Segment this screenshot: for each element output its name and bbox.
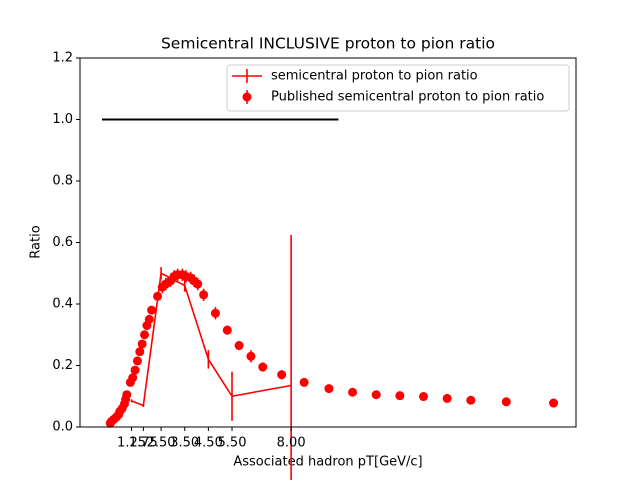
chart-title: Semicentral INCLUSIVE proton to pion rat… bbox=[161, 35, 495, 53]
x-tick-label: 1.25 bbox=[117, 436, 146, 451]
data-point bbox=[324, 384, 334, 394]
data-point bbox=[193, 279, 203, 289]
data-point bbox=[277, 370, 287, 380]
data-point bbox=[371, 390, 381, 400]
data-point bbox=[128, 373, 138, 383]
data-point bbox=[466, 395, 476, 405]
data-point bbox=[419, 392, 429, 402]
data-point bbox=[258, 362, 268, 372]
data-point bbox=[348, 387, 358, 397]
data-point bbox=[442, 393, 452, 403]
data-point bbox=[299, 377, 309, 387]
data-point bbox=[122, 390, 132, 400]
data-point bbox=[395, 391, 405, 401]
x-tick-label: 1.75 bbox=[129, 436, 158, 451]
data-point bbox=[234, 341, 244, 351]
data-point bbox=[199, 290, 209, 300]
x-axis-label: Associated hadron pT[GeV/c] bbox=[233, 455, 422, 470]
data-point bbox=[130, 365, 140, 375]
x-tick-label: 3.50 bbox=[170, 436, 199, 451]
legend: semicentral proton to pion ratio Publishe… bbox=[226, 64, 570, 112]
x-tick-label: 2.50 bbox=[147, 436, 176, 451]
y-axis-label: Ratio bbox=[29, 225, 44, 258]
y-tick-label: 0.6 bbox=[52, 235, 73, 250]
data-point bbox=[210, 308, 220, 318]
y-tick-label: 1.0 bbox=[52, 112, 73, 127]
data-point bbox=[144, 314, 154, 324]
data-point bbox=[135, 347, 145, 357]
legend-label: semicentral proton to pion ratio bbox=[271, 69, 478, 84]
data-point bbox=[132, 356, 142, 366]
legend-label: Published semicentral proton to pion rat… bbox=[271, 90, 544, 105]
y-tick-label: 0.8 bbox=[52, 174, 73, 189]
x-tick-label: 4.50 bbox=[194, 436, 223, 451]
data-point bbox=[137, 339, 147, 349]
legend-box bbox=[226, 64, 570, 112]
x-tick-label: 5.50 bbox=[218, 436, 247, 451]
y-tick-label: 0.4 bbox=[52, 297, 73, 312]
y-tick-label: 0.0 bbox=[52, 420, 73, 435]
plot-area bbox=[101, 118, 559, 480]
data-point bbox=[549, 398, 559, 408]
data-point bbox=[140, 330, 150, 340]
data-point bbox=[147, 305, 157, 315]
y-tick-label: 0.2 bbox=[52, 358, 73, 373]
y-tick-label: 1.2 bbox=[52, 51, 73, 66]
data-point bbox=[222, 325, 232, 335]
x-tick-label: 8.00 bbox=[277, 436, 306, 451]
data-point bbox=[246, 351, 256, 361]
data-point bbox=[153, 291, 163, 301]
data-point bbox=[501, 397, 511, 407]
